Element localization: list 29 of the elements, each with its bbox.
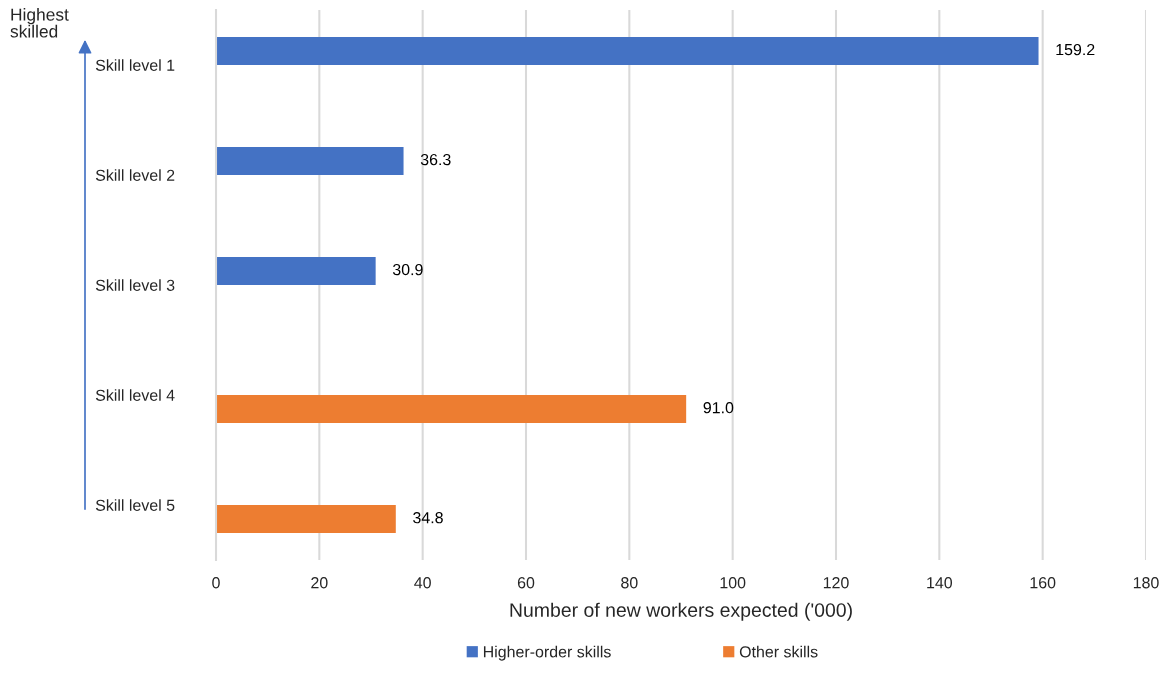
- x-tick-label: 180: [1133, 577, 1159, 589]
- y-tick-label: Skill level 3: [95, 279, 175, 291]
- bar: [216, 395, 687, 424]
- bar: [216, 505, 396, 534]
- legend-label: Higher-order skills: [483, 645, 611, 661]
- x-tick-label: 0: [212, 577, 220, 589]
- x-tick-label: 160: [1030, 577, 1056, 589]
- data-label: 91.0: [703, 402, 734, 414]
- y-tick-label: Skill level 2: [95, 169, 175, 181]
- x-tick-label: 60: [517, 577, 535, 589]
- legend-label: Other skills: [739, 645, 818, 658]
- data-label: 36.3: [420, 153, 451, 166]
- x-tick-label: 120: [823, 577, 849, 589]
- bar: [216, 146, 404, 175]
- x-tick-label: 100: [720, 577, 746, 589]
- x-tick-label: 20: [311, 577, 328, 589]
- bar: [216, 256, 376, 285]
- data-label: 34.8: [413, 512, 443, 524]
- text: Highest skilled: [10, 8, 69, 38]
- y-tick-label: Skill level 5: [95, 499, 175, 511]
- bar: [216, 36, 1039, 65]
- y-tick-label: Skill level 1: [95, 59, 175, 71]
- data-label: 30.9: [392, 263, 423, 276]
- x-axis-title: Number of new workers expected ('000): [510, 602, 852, 621]
- y-tick-label: Skill level 4: [95, 389, 175, 401]
- x-tick-label: 140: [927, 577, 953, 589]
- x-tick-label: 40: [414, 577, 431, 589]
- x-tick-label: 80: [621, 577, 638, 589]
- data-label: 159.2: [1056, 43, 1095, 56]
